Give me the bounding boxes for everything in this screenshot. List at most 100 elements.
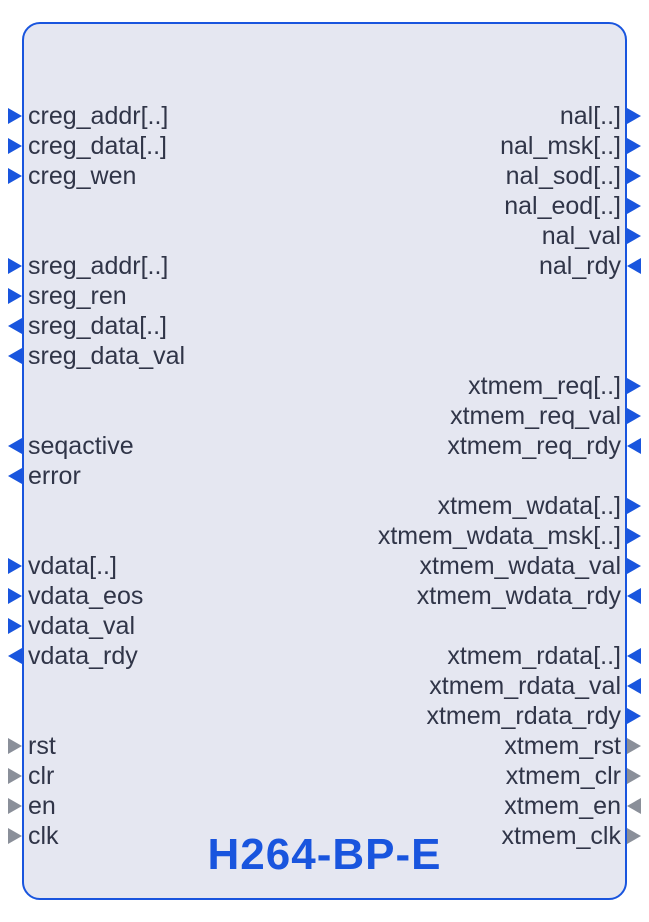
input-arrow-icon: [627, 258, 641, 274]
input-arrow-icon: [8, 108, 22, 124]
pin-label: xtmem_req[..]: [462, 372, 627, 401]
pin-right: nal_val: [536, 221, 625, 251]
output-arrow-icon: [627, 408, 641, 424]
output-arrow-icon: [627, 198, 641, 214]
pin-label: xtmem_en: [498, 792, 627, 821]
output-arrow-icon: [627, 228, 641, 244]
output-arrow-icon: [627, 738, 641, 754]
pin-left: error: [24, 461, 87, 491]
pin-right: xtmem_wdata_msk[..]: [372, 521, 625, 551]
output-arrow-icon: [8, 348, 22, 364]
input-arrow-icon: [627, 798, 641, 814]
pin-label: nal[..]: [554, 102, 627, 131]
pin-right: xtmem_wdata_rdy: [411, 581, 625, 611]
output-arrow-icon: [8, 468, 22, 484]
input-arrow-icon: [8, 828, 22, 844]
pin-label: xtmem_wdata[..]: [432, 492, 627, 521]
pin-label: error: [22, 462, 87, 491]
pin-left: sreg_data[..]: [24, 311, 173, 341]
pin-right: nal_rdy: [533, 251, 625, 281]
output-arrow-icon: [627, 378, 641, 394]
pin-label: sreg_data_val: [22, 342, 191, 371]
pin-right: xtmem_wdata_val: [414, 551, 625, 581]
pin-right: nal_sod[..]: [500, 161, 625, 191]
pin-left: creg_addr[..]: [24, 101, 174, 131]
pin-label: creg_addr[..]: [22, 102, 174, 131]
block-title: H264-BP-E: [24, 830, 625, 880]
output-arrow-icon: [627, 108, 641, 124]
pin-left: sreg_ren: [24, 281, 133, 311]
pin-left: en: [24, 791, 62, 821]
pin-left: rst: [24, 731, 62, 761]
pin-left: vdata[..]: [24, 551, 123, 581]
pin-label: xtmem_wdata_val: [414, 552, 627, 581]
input-arrow-icon: [8, 558, 22, 574]
pin-label: xtmem_req_rdy: [441, 432, 627, 461]
pin-right: xtmem_req_rdy: [441, 431, 625, 461]
output-arrow-icon: [8, 648, 22, 664]
pin-left: sreg_data_val: [24, 341, 191, 371]
output-arrow-icon: [627, 138, 641, 154]
output-arrow-icon: [627, 168, 641, 184]
pin-left: creg_wen: [24, 161, 142, 191]
pin-label: xtmem_rdata_rdy: [420, 702, 627, 731]
pin-left: seqactive: [24, 431, 140, 461]
input-arrow-icon: [8, 258, 22, 274]
pin-right: xtmem_rdata[..]: [441, 641, 625, 671]
output-arrow-icon: [627, 708, 641, 724]
pin-left: vdata_rdy: [24, 641, 144, 671]
input-arrow-icon: [627, 678, 641, 694]
pin-label: xtmem_req_val: [444, 402, 627, 431]
pin-label: nal_msk[..]: [494, 132, 627, 161]
ip-block: creg_addr[..]creg_data[..]creg_wen sreg_a…: [22, 22, 627, 900]
pin-label: vdata_rdy: [22, 642, 144, 671]
pin-label: xtmem_wdata_msk[..]: [372, 522, 627, 551]
pin-right: xtmem_rst: [498, 731, 625, 761]
pin-label: rst: [22, 732, 62, 761]
pin-left: vdata_val: [24, 611, 141, 641]
pin-label: en: [22, 792, 62, 821]
pin-right: xtmem_rdata_rdy: [420, 701, 625, 731]
pin-left: sreg_addr[..]: [24, 251, 174, 281]
pin-label: xtmem_rdata_val: [423, 672, 627, 701]
pin-label: seqactive: [22, 432, 140, 461]
pin-label: xtmem_rst: [498, 732, 627, 761]
pin-left: creg_data[..]: [24, 131, 173, 161]
input-arrow-icon: [8, 138, 22, 154]
pin-label: xtmem_clr: [500, 762, 627, 791]
pin-label: xtmem_wdata_rdy: [411, 582, 627, 611]
output-arrow-icon: [8, 438, 22, 454]
output-arrow-icon: [627, 828, 641, 844]
output-arrow-icon: [8, 318, 22, 334]
pin-right: nal_msk[..]: [494, 131, 625, 161]
pin-label: creg_data[..]: [22, 132, 173, 161]
pin-label: nal_val: [536, 222, 627, 251]
input-arrow-icon: [8, 168, 22, 184]
pin-label: vdata[..]: [22, 552, 123, 581]
pin-left: clr: [24, 761, 60, 791]
input-arrow-icon: [8, 738, 22, 754]
pin-label: sreg_data[..]: [22, 312, 173, 341]
input-arrow-icon: [627, 438, 641, 454]
input-arrow-icon: [627, 588, 641, 604]
pin-label: vdata_val: [22, 612, 141, 641]
pin-label: sreg_ren: [22, 282, 133, 311]
pin-label: nal_eod[..]: [498, 192, 627, 221]
input-arrow-icon: [8, 618, 22, 634]
input-arrow-icon: [8, 288, 22, 304]
pin-right: xtmem_rdata_val: [423, 671, 625, 701]
pin-right: nal_eod[..]: [498, 191, 625, 221]
input-arrow-icon: [8, 798, 22, 814]
pin-left: vdata_eos: [24, 581, 149, 611]
pin-right: xtmem_clr: [500, 761, 625, 791]
pin-label: clr: [22, 762, 60, 791]
input-arrow-icon: [8, 588, 22, 604]
pin-label: sreg_addr[..]: [22, 252, 174, 281]
pin-label: nal_rdy: [533, 252, 627, 281]
pin-right: xtmem_req[..]: [462, 371, 625, 401]
input-arrow-icon: [627, 648, 641, 664]
pin-right: xtmem_wdata[..]: [432, 491, 625, 521]
output-arrow-icon: [627, 558, 641, 574]
pin-label: vdata_eos: [22, 582, 149, 611]
output-arrow-icon: [627, 498, 641, 514]
